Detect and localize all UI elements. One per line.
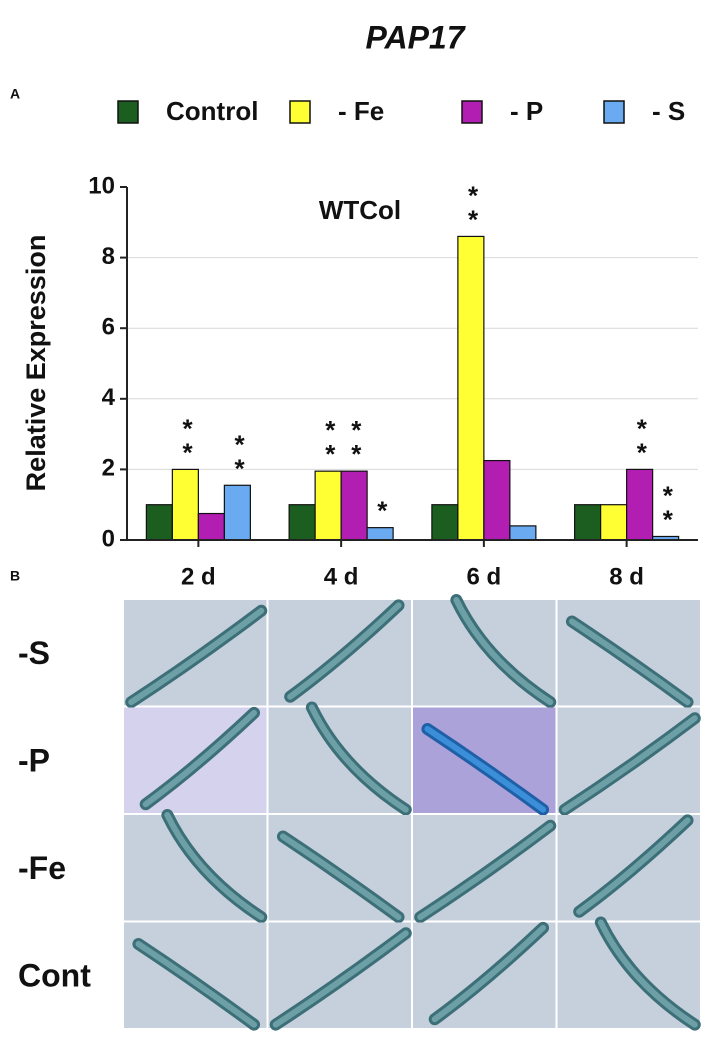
root-core [128, 607, 265, 706]
chart-title: WTCol [319, 195, 401, 225]
bar [574, 504, 602, 541]
bar [366, 527, 394, 541]
bar [223, 484, 251, 541]
y-tick-label: 4 [102, 384, 116, 411]
legend-label: Control [166, 96, 258, 126]
panel-label: B [10, 568, 20, 584]
root-core [568, 618, 691, 706]
significance-mark: ** [458, 180, 488, 228]
root-core [272, 930, 409, 1028]
y-tick-label: 8 [102, 243, 115, 270]
bar [145, 504, 173, 541]
root-core [417, 822, 554, 921]
bar [600, 504, 628, 541]
legend-swatch [117, 100, 139, 124]
significance-mark: * [367, 496, 397, 520]
y-tick-label: 2 [102, 455, 115, 482]
y-tick-label: 6 [102, 314, 115, 341]
bar [626, 468, 654, 541]
legend-label: - Fe [338, 96, 384, 126]
significance-mark: ** [225, 429, 255, 477]
row-label: -S [18, 635, 50, 671]
bar [197, 512, 225, 541]
figure-title: PAP17 [365, 19, 466, 55]
x-tick-label: 6 d [467, 563, 502, 590]
root-core [576, 817, 691, 915]
root-core [142, 709, 258, 808]
row-label: -P [18, 743, 50, 779]
legend-swatch [289, 100, 311, 124]
bar [509, 525, 537, 541]
legend-swatch [461, 100, 483, 124]
x-tick-label: 2 d [181, 563, 216, 590]
bar [171, 468, 199, 541]
root-core [279, 833, 402, 921]
bar [314, 470, 342, 541]
bar [457, 235, 485, 541]
bar [340, 470, 368, 541]
root-core [561, 715, 698, 813]
root-core [135, 941, 258, 1028]
significance-mark: ** [653, 480, 683, 528]
root-core [164, 812, 265, 921]
root-core [597, 919, 698, 1028]
significance-mark: ** [627, 413, 657, 461]
root-core [431, 924, 547, 1023]
row-label: -Fe [18, 850, 66, 886]
y-tick-label: 10 [88, 172, 115, 199]
y-tick-label: 0 [102, 525, 115, 552]
x-tick-label: 8 d [609, 563, 644, 590]
x-tick-label: 4 d [324, 563, 359, 590]
row-label: Cont [18, 958, 91, 994]
y-axis-title: Relative Expression [21, 235, 51, 492]
significance-mark: ** [315, 415, 345, 463]
bar [483, 459, 511, 541]
panel-label: A [10, 86, 20, 102]
root-core [424, 726, 547, 813]
legend-label: - P [510, 96, 543, 126]
significance-mark: ** [173, 413, 203, 461]
image-grid [124, 594, 701, 1031]
bar [431, 504, 459, 541]
legend-label: - S [652, 96, 685, 126]
root-core [287, 602, 402, 700]
significance-mark: ** [341, 415, 371, 463]
root-core [308, 704, 409, 813]
bar [288, 504, 316, 541]
legend-swatch [603, 100, 625, 124]
root-core [453, 597, 554, 706]
